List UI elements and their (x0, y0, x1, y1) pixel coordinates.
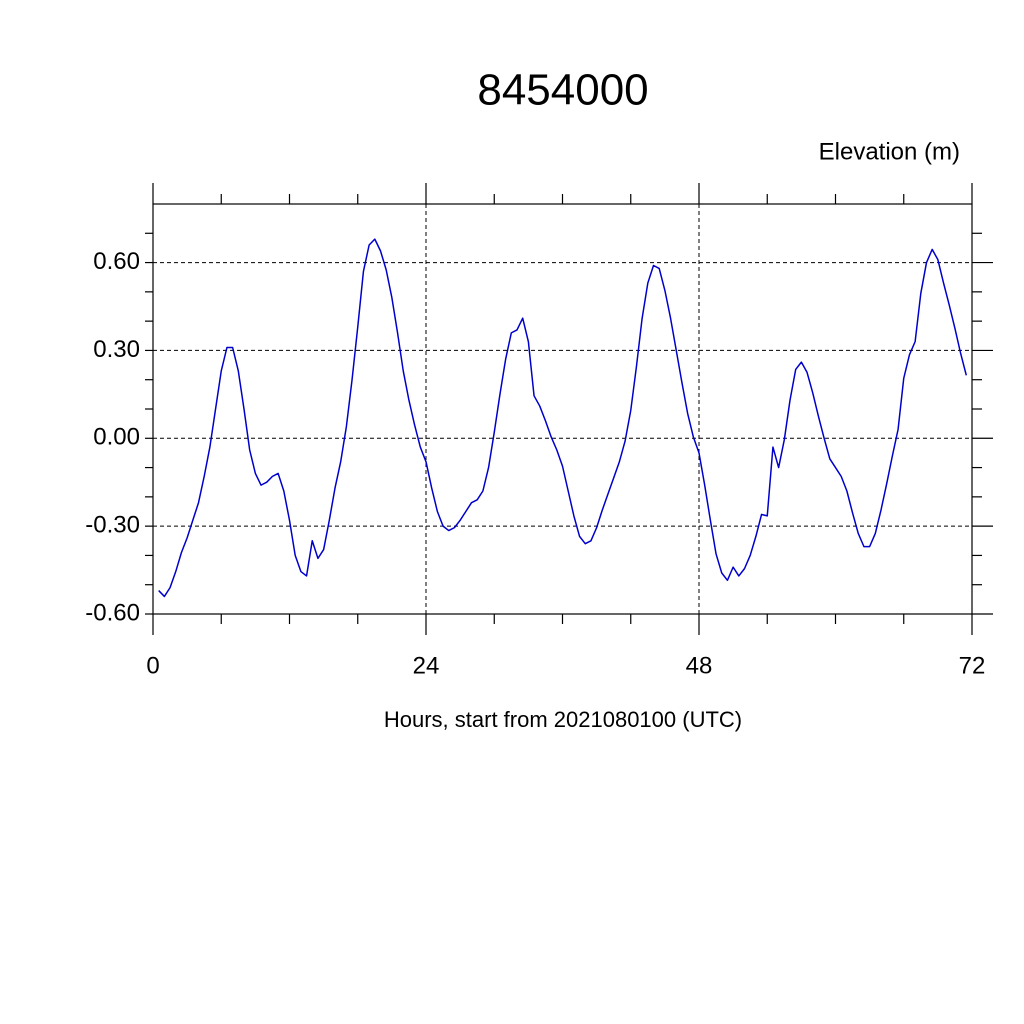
y-tick-label: -0.30 (85, 511, 140, 538)
x-tick-label: 0 (146, 652, 159, 679)
x-tick-label: 24 (413, 652, 440, 679)
x-tick-label: 48 (686, 652, 713, 679)
data-line (158, 238, 968, 598)
x-tick-label: 72 (959, 652, 986, 679)
x-axis-label: Hours, start from 2021080100 (UTC) (384, 707, 742, 732)
chart-subtitle: Elevation (m) (819, 138, 960, 165)
chart-title: 8454000 (477, 66, 648, 115)
y-tick-label: 0.00 (93, 424, 140, 451)
y-tick-label: 0.30 (93, 336, 140, 363)
y-tick-label: 0.60 (93, 248, 140, 275)
y-tick-label: -0.60 (85, 599, 140, 626)
